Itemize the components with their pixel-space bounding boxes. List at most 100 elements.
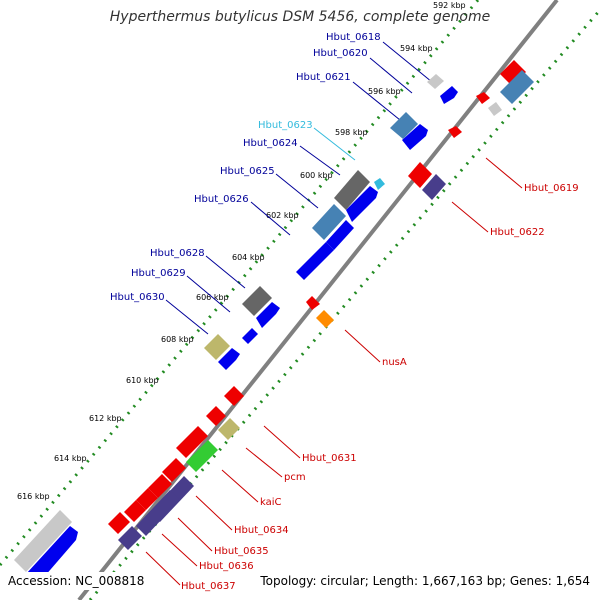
tick-label: 602 kbp xyxy=(266,211,299,220)
gene-labels-left: Hbut_0618 Hbut_0620 Hbut_0621 Hbut_0623 … xyxy=(110,32,381,303)
gene-label[interactable]: Hbut_0626 xyxy=(194,194,249,205)
topology-label: Topology: circular; Length: 1,667,163 bp… xyxy=(256,572,594,590)
gene-hbut-0621b[interactable] xyxy=(402,124,428,150)
leader-line xyxy=(344,329,381,363)
gene-hbut-0621[interactable] xyxy=(390,112,418,139)
leader-line xyxy=(263,425,301,459)
gene-red-g[interactable] xyxy=(136,488,158,510)
gene-label[interactable]: Hbut_0619 xyxy=(524,183,579,194)
tick-label: 592 kbp xyxy=(433,1,466,10)
gene-hbut-0637[interactable] xyxy=(118,526,142,550)
gene-red-f[interactable] xyxy=(148,474,172,498)
gene-label[interactable]: Hbut_0620 xyxy=(313,48,368,59)
gene-red-small-b[interactable] xyxy=(448,126,462,138)
leader-lines-right xyxy=(145,157,523,586)
gene-label[interactable]: Hbut_0634 xyxy=(234,525,289,536)
gene-red-h[interactable] xyxy=(108,512,130,534)
gene-hbut-0626[interactable] xyxy=(326,220,354,250)
leader-line xyxy=(177,517,213,552)
tick-label: 598 kbp xyxy=(335,128,368,137)
gene-label[interactable]: Hbut_0631 xyxy=(302,453,357,464)
gene-hbut-0623[interactable] xyxy=(374,178,385,190)
gene-hbut-0618[interactable] xyxy=(427,74,444,89)
leader-lines-left xyxy=(165,41,433,335)
gene-slate-r[interactable] xyxy=(422,174,446,200)
gene-label[interactable]: Hbut_0618 xyxy=(326,32,381,43)
gene-hbut-0626b[interactable] xyxy=(296,242,334,280)
leader-line xyxy=(485,157,523,189)
gene-hbut-0625[interactable] xyxy=(346,186,378,222)
gene-labels-right: Hbut_0619 Hbut_0622 nusA Hbut_0631 pcm k… xyxy=(181,183,579,592)
tick-label: 616 kbp xyxy=(17,492,50,501)
gene-hbut-0636[interactable] xyxy=(136,490,180,536)
gene-label[interactable]: Hbut_0628 xyxy=(150,248,205,259)
gene-label[interactable]: kaiC xyxy=(260,497,282,508)
gene-hbut-0620[interactable] xyxy=(440,86,458,104)
leader-line xyxy=(250,201,291,236)
accession-label: Accession: NC_008818 xyxy=(4,572,149,590)
leader-line xyxy=(275,173,319,209)
tick-label: 596 kbp xyxy=(368,87,401,96)
tick-label: 594 kbp xyxy=(400,44,433,53)
tick-label: 612 kbp xyxy=(89,414,122,423)
gene-red-c[interactable] xyxy=(206,406,226,426)
gene-hbut-0622[interactable] xyxy=(408,162,432,188)
genes-right-strand xyxy=(108,60,534,550)
gene-label[interactable]: Hbut_0635 xyxy=(214,546,269,557)
tick-label: 600 kbp xyxy=(300,171,333,180)
leader-line xyxy=(145,551,181,586)
footer: Accession: NC_008818 Topology: circular;… xyxy=(0,572,600,592)
gene-hbut-0624[interactable] xyxy=(334,170,370,210)
leader-line xyxy=(245,447,283,478)
gene-lightgray-r[interactable] xyxy=(488,102,502,116)
gene-label[interactable]: Hbut_0637 xyxy=(181,581,236,592)
leader-line xyxy=(352,81,401,121)
leader-line xyxy=(205,255,246,289)
gene-label[interactable]: Hbut_0623 xyxy=(258,120,313,131)
gene-label[interactable]: Hbut_0630 xyxy=(110,292,165,303)
gene-hbut-0631[interactable] xyxy=(224,386,244,406)
gene-label[interactable]: Hbut_0621 xyxy=(296,72,351,83)
genes-left-strand xyxy=(14,74,458,584)
gene-red-small-a[interactable] xyxy=(476,92,490,104)
feature-track-right xyxy=(88,9,600,600)
gene-label[interactable]: nusA xyxy=(382,357,407,368)
gene-khaki[interactable] xyxy=(204,334,230,360)
gene-pcm[interactable] xyxy=(218,418,240,440)
gene-hbut-0629[interactable] xyxy=(256,302,280,328)
tick-labels: 592 kbp 594 kbp 596 kbp 598 kbp 600 kbp … xyxy=(17,1,466,501)
leader-line xyxy=(299,145,341,176)
gene-label[interactable]: Hbut_0629 xyxy=(131,268,186,279)
leader-line xyxy=(165,299,209,335)
gene-label[interactable]: Hbut_0622 xyxy=(490,227,545,238)
leader-line xyxy=(369,57,413,94)
gene-red-nusA-a[interactable] xyxy=(306,296,320,310)
gene-label[interactable]: Hbut_0636 xyxy=(199,561,254,572)
gene-label[interactable]: Hbut_0624 xyxy=(243,138,298,149)
gene-label[interactable]: pcm xyxy=(284,472,306,483)
leader-line xyxy=(451,201,489,233)
leader-line xyxy=(313,127,356,161)
gene-blue-a[interactable] xyxy=(218,348,240,370)
leader-line xyxy=(382,41,433,83)
gene-blue-long[interactable] xyxy=(26,526,78,584)
gene-hbut-0625b[interactable] xyxy=(312,204,346,240)
gene-hbut-0635[interactable] xyxy=(124,500,146,522)
gene-hbut-0619[interactable] xyxy=(500,60,526,86)
gene-red-e[interactable] xyxy=(162,458,186,482)
genome-backbone xyxy=(77,0,559,600)
tick-label: 604 kbp xyxy=(232,253,265,262)
tick-label: 608 kbp xyxy=(161,335,194,344)
leader-line xyxy=(195,495,233,531)
tick-label: 614 kbp xyxy=(54,454,87,463)
gene-nusa[interactable] xyxy=(316,310,334,328)
gene-red-d[interactable] xyxy=(176,426,208,458)
gene-steelblue-r[interactable] xyxy=(500,70,534,104)
gene-hbut-0628[interactable] xyxy=(242,286,272,316)
gene-kaic[interactable] xyxy=(186,440,218,472)
gene-gray-long[interactable] xyxy=(14,510,72,572)
gene-hbut-0630[interactable] xyxy=(242,328,258,344)
gene-label[interactable]: Hbut_0625 xyxy=(220,166,275,177)
leader-line xyxy=(186,275,231,313)
